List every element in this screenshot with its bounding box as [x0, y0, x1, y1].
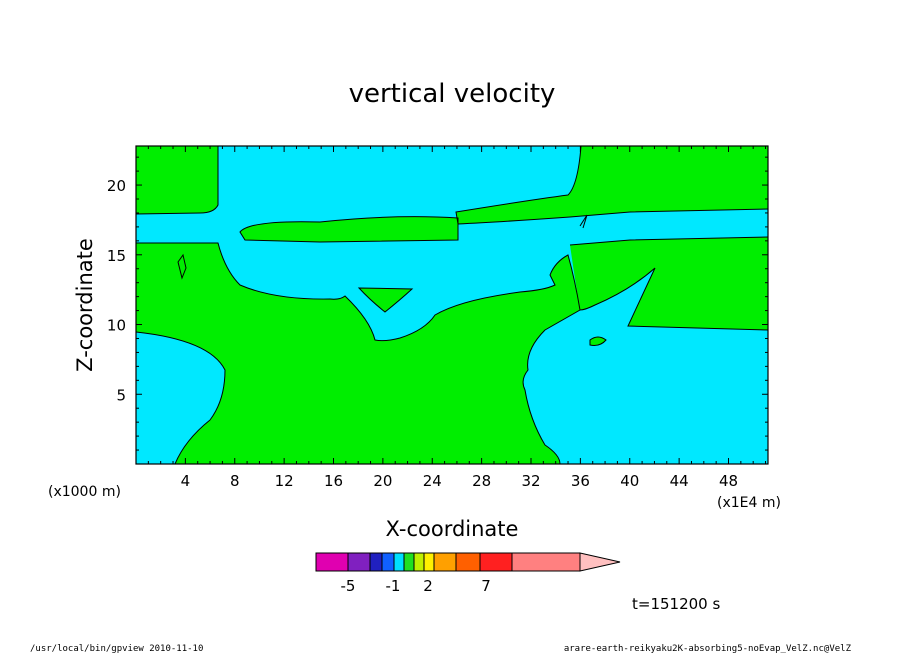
y-axis-label: Z-coordinate [73, 238, 97, 372]
colorbar-segment [403, 552, 415, 572]
colorbar-arrow [579, 552, 621, 572]
x-unit-right: (x1E4 m) [717, 495, 781, 511]
colorbar-tick-label: -1 [386, 577, 401, 595]
colorbar-segment [511, 552, 581, 572]
contour-lines [135, 145, 769, 465]
colorbar-segment [393, 552, 405, 572]
contour-region [570, 237, 768, 330]
x-tick-label: 36 [571, 472, 590, 490]
x-axis-label: X-coordinate [386, 517, 519, 541]
y-tick-label: 10 [107, 317, 126, 335]
colorbar-segment [381, 552, 395, 572]
x-tick-label: 48 [719, 472, 738, 490]
colorbar-segment [347, 552, 371, 572]
contour-region [359, 288, 412, 312]
time-label: t=151200 s [632, 595, 720, 613]
chart-title: vertical velocity [349, 79, 556, 109]
x-tick-label: 20 [373, 472, 392, 490]
colorbar-tick-label: 2 [423, 577, 433, 595]
colorbar-tick-label: -5 [341, 577, 356, 595]
x-tick-label: 4 [181, 472, 191, 490]
x-tick-label: 12 [275, 472, 294, 490]
colorbar-segment [479, 552, 513, 572]
colorbar-segment [423, 552, 435, 572]
x-tick-label: 8 [230, 472, 240, 490]
colorbar-segment [433, 552, 457, 572]
contour-region [136, 146, 218, 214]
footer-left: /usr/local/bin/gpview 2010-11-10 [30, 644, 203, 654]
x-tick-label: 24 [423, 472, 442, 490]
x-tick-label: 44 [670, 472, 689, 490]
x-tick-label: 28 [472, 472, 491, 490]
colorbar-segment [413, 552, 425, 572]
y-tick-label: 20 [107, 177, 126, 195]
colorbar-tick-label: 7 [481, 577, 491, 595]
contour-region [240, 216, 458, 242]
x-tick-label: 16 [324, 472, 343, 490]
y-axis: 5 10 15 20 [107, 156, 768, 451]
x-tick-label: 40 [620, 472, 639, 490]
colorbar-segment [455, 552, 481, 572]
colorbar-labels: -5 -1 2 7 [341, 577, 491, 595]
colorbar-segment [369, 552, 383, 572]
x-axis: 4 8 12 16 20 24 28 32 36 40 44 48 [147, 146, 767, 490]
x-unit-left: (x1000 m) [48, 484, 121, 500]
colorbar [315, 552, 621, 572]
x-tick-label: 32 [521, 472, 540, 490]
colorbar-segment [315, 552, 349, 572]
y-tick-label: 5 [116, 386, 126, 404]
contour-region [456, 146, 768, 224]
plot-frame [135, 145, 769, 465]
plot-area [135, 145, 769, 465]
contour-region [136, 243, 580, 464]
y-tick-label: 15 [107, 247, 126, 265]
footer-right: arare-earth-reikyaku2K-absorbing5-noEvap… [564, 644, 852, 654]
